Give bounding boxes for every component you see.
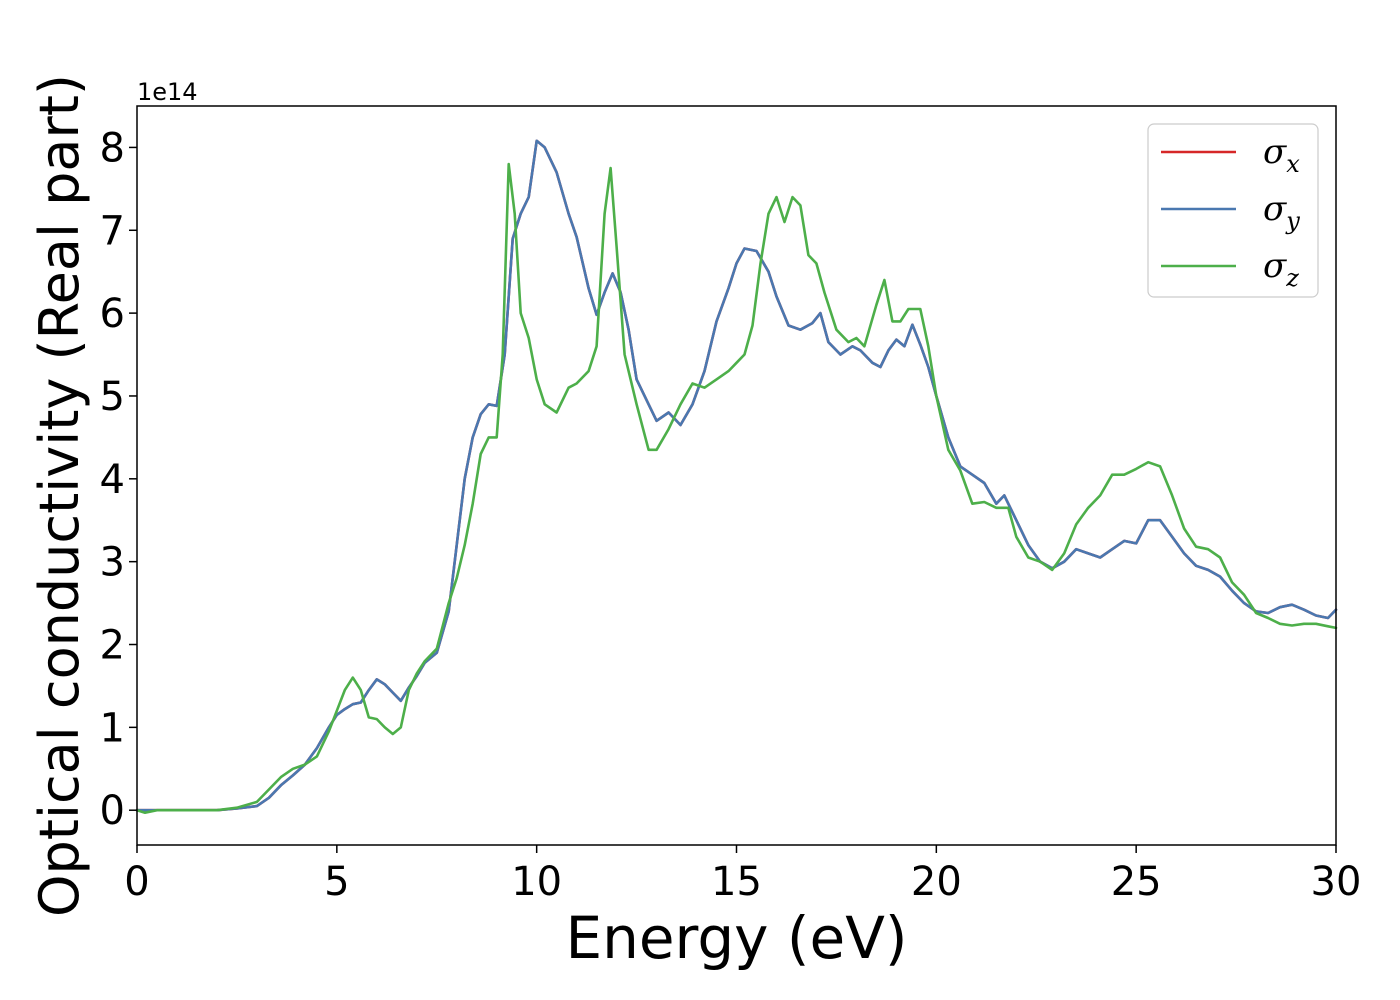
y-tick-label: 6 bbox=[100, 291, 125, 337]
series-line-y bbox=[135, 139, 1338, 812]
x-tick-label: 20 bbox=[911, 859, 962, 905]
y-tick-label: 5 bbox=[100, 374, 125, 420]
x-tick-label: 5 bbox=[324, 859, 349, 905]
y-axis-offset-label: 1e14 bbox=[137, 78, 198, 106]
y-axis-ticks: 0 1 2 3 4 5 6 7 8 bbox=[100, 125, 137, 834]
y-tick-label: 0 bbox=[100, 788, 125, 834]
x-tick-label: 25 bbox=[1111, 859, 1162, 905]
series-layer bbox=[135, 139, 1338, 814]
x-tick-label: 0 bbox=[124, 859, 149, 905]
series-line-z bbox=[135, 162, 1338, 814]
legend-subscript: x bbox=[1286, 150, 1300, 178]
y-tick-label: 4 bbox=[100, 457, 125, 503]
y-tick-label: 3 bbox=[100, 540, 125, 586]
legend-subscript: z bbox=[1285, 264, 1299, 292]
x-axis-ticks: 0 5 10 15 20 25 30 bbox=[124, 845, 1361, 905]
y-tick-label: 1 bbox=[100, 705, 125, 751]
y-axis-label: Optical conductivity (Real part) bbox=[28, 74, 91, 917]
y-tick-label: 8 bbox=[100, 125, 125, 171]
legend-box bbox=[1147, 123, 1319, 298]
x-axis-label: Energy (eV) bbox=[565, 904, 907, 972]
x-tick-label: 15 bbox=[711, 859, 762, 905]
legend-subscript: y bbox=[1285, 207, 1300, 235]
x-tick-label: 10 bbox=[511, 859, 562, 905]
x-tick-label: 30 bbox=[1311, 859, 1362, 905]
y-tick-label: 7 bbox=[100, 208, 125, 254]
y-tick-label: 2 bbox=[100, 623, 125, 669]
